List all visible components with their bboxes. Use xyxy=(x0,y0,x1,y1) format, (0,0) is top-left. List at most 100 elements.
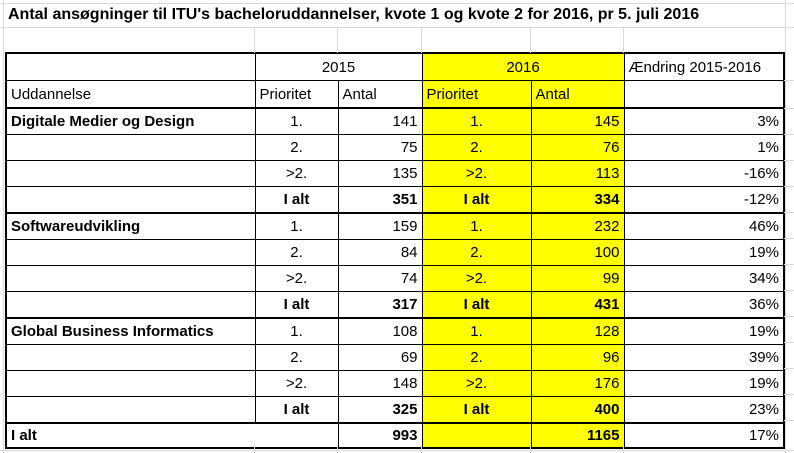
cell-grand-total-change[interactable]: 17% xyxy=(623,422,785,449)
cell-prioritet-2016[interactable]: I alt xyxy=(421,186,532,214)
cell-blank[interactable] xyxy=(5,265,256,292)
cell-antal-2016[interactable]: 100 xyxy=(530,239,625,266)
cell-prioritet-2015[interactable]: 1. xyxy=(254,212,339,240)
cell-prioritet-2016[interactable]: 2. xyxy=(421,134,532,161)
cell-blank[interactable] xyxy=(5,239,256,266)
cell-program-name[interactable]: Softwareudvikling xyxy=(5,212,256,240)
cell-antal-2015[interactable]: 148 xyxy=(337,370,423,397)
cell-change[interactable]: 19% xyxy=(623,317,785,345)
cell-antal-2015[interactable]: 159 xyxy=(337,212,423,240)
cell-prioritet-2015[interactable]: 2. xyxy=(254,344,339,371)
cell-prioritet-2015-header[interactable]: Prioritet xyxy=(254,80,339,109)
cell-prioritet-2016[interactable]: 2. xyxy=(421,239,532,266)
table-row: >2. 135 >2. 113 -16% xyxy=(5,160,785,187)
cell-prioritet-2015[interactable]: 1. xyxy=(254,317,339,345)
cell-antal-2015[interactable]: 108 xyxy=(337,317,423,345)
gridline xyxy=(421,446,422,453)
cell-antal-2016[interactable]: 113 xyxy=(530,160,625,187)
cell-blank[interactable] xyxy=(5,344,256,371)
cell-prioritet-2015[interactable]: I alt xyxy=(254,291,339,319)
cell-prioritet-2016[interactable]: >2. xyxy=(421,370,532,397)
cell-antal-2015[interactable]: 75 xyxy=(337,134,423,161)
cell-grand-total-antal-2016[interactable]: 1165 xyxy=(530,422,625,449)
cell-change[interactable]: 39% xyxy=(623,344,785,371)
cell-change[interactable]: 1% xyxy=(623,134,785,161)
cell-year-2015[interactable]: 2015 xyxy=(254,52,423,81)
cell-prioritet-2015[interactable]: >2. xyxy=(254,370,339,397)
cell-antal-2015[interactable]: 325 xyxy=(337,396,423,424)
cell-prioritet-2015[interactable]: 1. xyxy=(254,107,339,135)
cell-change[interactable]: 3% xyxy=(623,107,785,135)
cell-prioritet-2016[interactable]: 2. xyxy=(421,344,532,371)
cell-prioritet-2016-header[interactable]: Prioritet xyxy=(421,80,532,109)
cell-program-name[interactable]: Digitale Medier og Design xyxy=(5,107,256,135)
cell-blank[interactable] xyxy=(5,160,256,187)
cell-blank[interactable] xyxy=(5,396,256,424)
cell-prioritet-2016[interactable]: >2. xyxy=(421,265,532,292)
cell-prioritet-2015[interactable]: 2. xyxy=(254,134,339,161)
cell-change[interactable]: 19% xyxy=(623,239,785,266)
cell-antal-2015[interactable]: 74 xyxy=(337,265,423,292)
cell-antal-2015-header[interactable]: Antal xyxy=(337,80,423,109)
cell-grand-total-label[interactable]: I alt xyxy=(5,422,339,449)
cell-antal-2015[interactable]: 84 xyxy=(337,239,423,266)
gridline xyxy=(421,27,422,53)
cell-antal-2016-header[interactable]: Antal xyxy=(530,80,625,109)
table-row: 2. 69 2. 96 39% xyxy=(5,344,785,371)
cell-grand-total-antal-2015[interactable]: 993 xyxy=(337,422,423,449)
cell-blank[interactable] xyxy=(5,52,256,81)
cell-change[interactable]: 46% xyxy=(623,212,785,240)
cell-prioritet-2015[interactable]: 2. xyxy=(254,239,339,266)
cell-blank[interactable] xyxy=(5,291,256,319)
cell-antal-2016[interactable]: 76 xyxy=(530,134,625,161)
gridline xyxy=(784,316,794,317)
cell-antal-2015[interactable]: 141 xyxy=(337,107,423,135)
cell-prioritet-2016[interactable]: I alt xyxy=(421,396,532,424)
cell-antal-2016[interactable]: 334 xyxy=(530,186,625,214)
gridline xyxy=(530,27,531,53)
cell-antal-2016[interactable]: 99 xyxy=(530,265,625,292)
cell-change[interactable]: 36% xyxy=(623,291,785,319)
cell-prioritet-2015[interactable]: >2. xyxy=(254,160,339,187)
cell-antal-2015[interactable]: 317 xyxy=(337,291,423,319)
cell-blank[interactable] xyxy=(5,370,256,397)
cell-year-2016[interactable]: 2016 xyxy=(421,52,625,81)
cell-antal-2015[interactable]: 351 xyxy=(337,186,423,214)
table-header-columns: Uddannelse Prioritet Antal Prioritet Ant… xyxy=(5,80,785,109)
cell-blank[interactable] xyxy=(5,134,256,161)
cell-antal-2016[interactable]: 400 xyxy=(530,396,625,424)
cell-blank[interactable] xyxy=(5,186,256,214)
cell-antal-2016[interactable]: 96 xyxy=(530,344,625,371)
cell-uddannelse-header[interactable]: Uddannelse xyxy=(5,80,256,109)
gridline xyxy=(254,446,255,453)
cell-change[interactable]: 34% xyxy=(623,265,785,292)
gridline xyxy=(784,80,794,81)
table-row-subtotal: I alt 317 I alt 431 36% xyxy=(5,291,785,319)
cell-antal-2015[interactable]: 135 xyxy=(337,160,423,187)
cell-blank[interactable] xyxy=(421,422,532,449)
cell-change[interactable]: 23% xyxy=(623,396,785,424)
cell-antal-2016[interactable]: 145 xyxy=(530,107,625,135)
cell-prioritet-2016[interactable]: 1. xyxy=(421,212,532,240)
cell-antal-2016[interactable]: 128 xyxy=(530,317,625,345)
gridline xyxy=(254,27,255,53)
cell-change[interactable]: -16% xyxy=(623,160,785,187)
cell-prioritet-2016[interactable]: >2. xyxy=(421,160,532,187)
cell-change[interactable]: -12% xyxy=(623,186,785,214)
cell-antal-2015[interactable]: 69 xyxy=(337,344,423,371)
cell-prioritet-2016[interactable]: I alt xyxy=(421,291,532,319)
cell-change-header[interactable]: Ændring 2015-2016 xyxy=(623,52,785,81)
gridline xyxy=(784,160,794,161)
cell-change[interactable]: 19% xyxy=(623,370,785,397)
cell-antal-2016[interactable]: 176 xyxy=(530,370,625,397)
cell-antal-2016[interactable]: 232 xyxy=(530,212,625,240)
cell-prioritet-2016[interactable]: 1. xyxy=(421,317,532,345)
cell-prioritet-2015[interactable]: I alt xyxy=(254,396,339,424)
cell-prioritet-2016[interactable]: 1. xyxy=(421,107,532,135)
cell-antal-2016[interactable]: 431 xyxy=(530,291,625,319)
cell-prioritet-2015[interactable]: >2. xyxy=(254,265,339,292)
cell-blank[interactable] xyxy=(623,80,785,109)
cell-prioritet-2015[interactable]: I alt xyxy=(254,186,339,214)
cell-program-name[interactable]: Global Business Informatics xyxy=(5,317,256,345)
gridline xyxy=(337,446,338,453)
